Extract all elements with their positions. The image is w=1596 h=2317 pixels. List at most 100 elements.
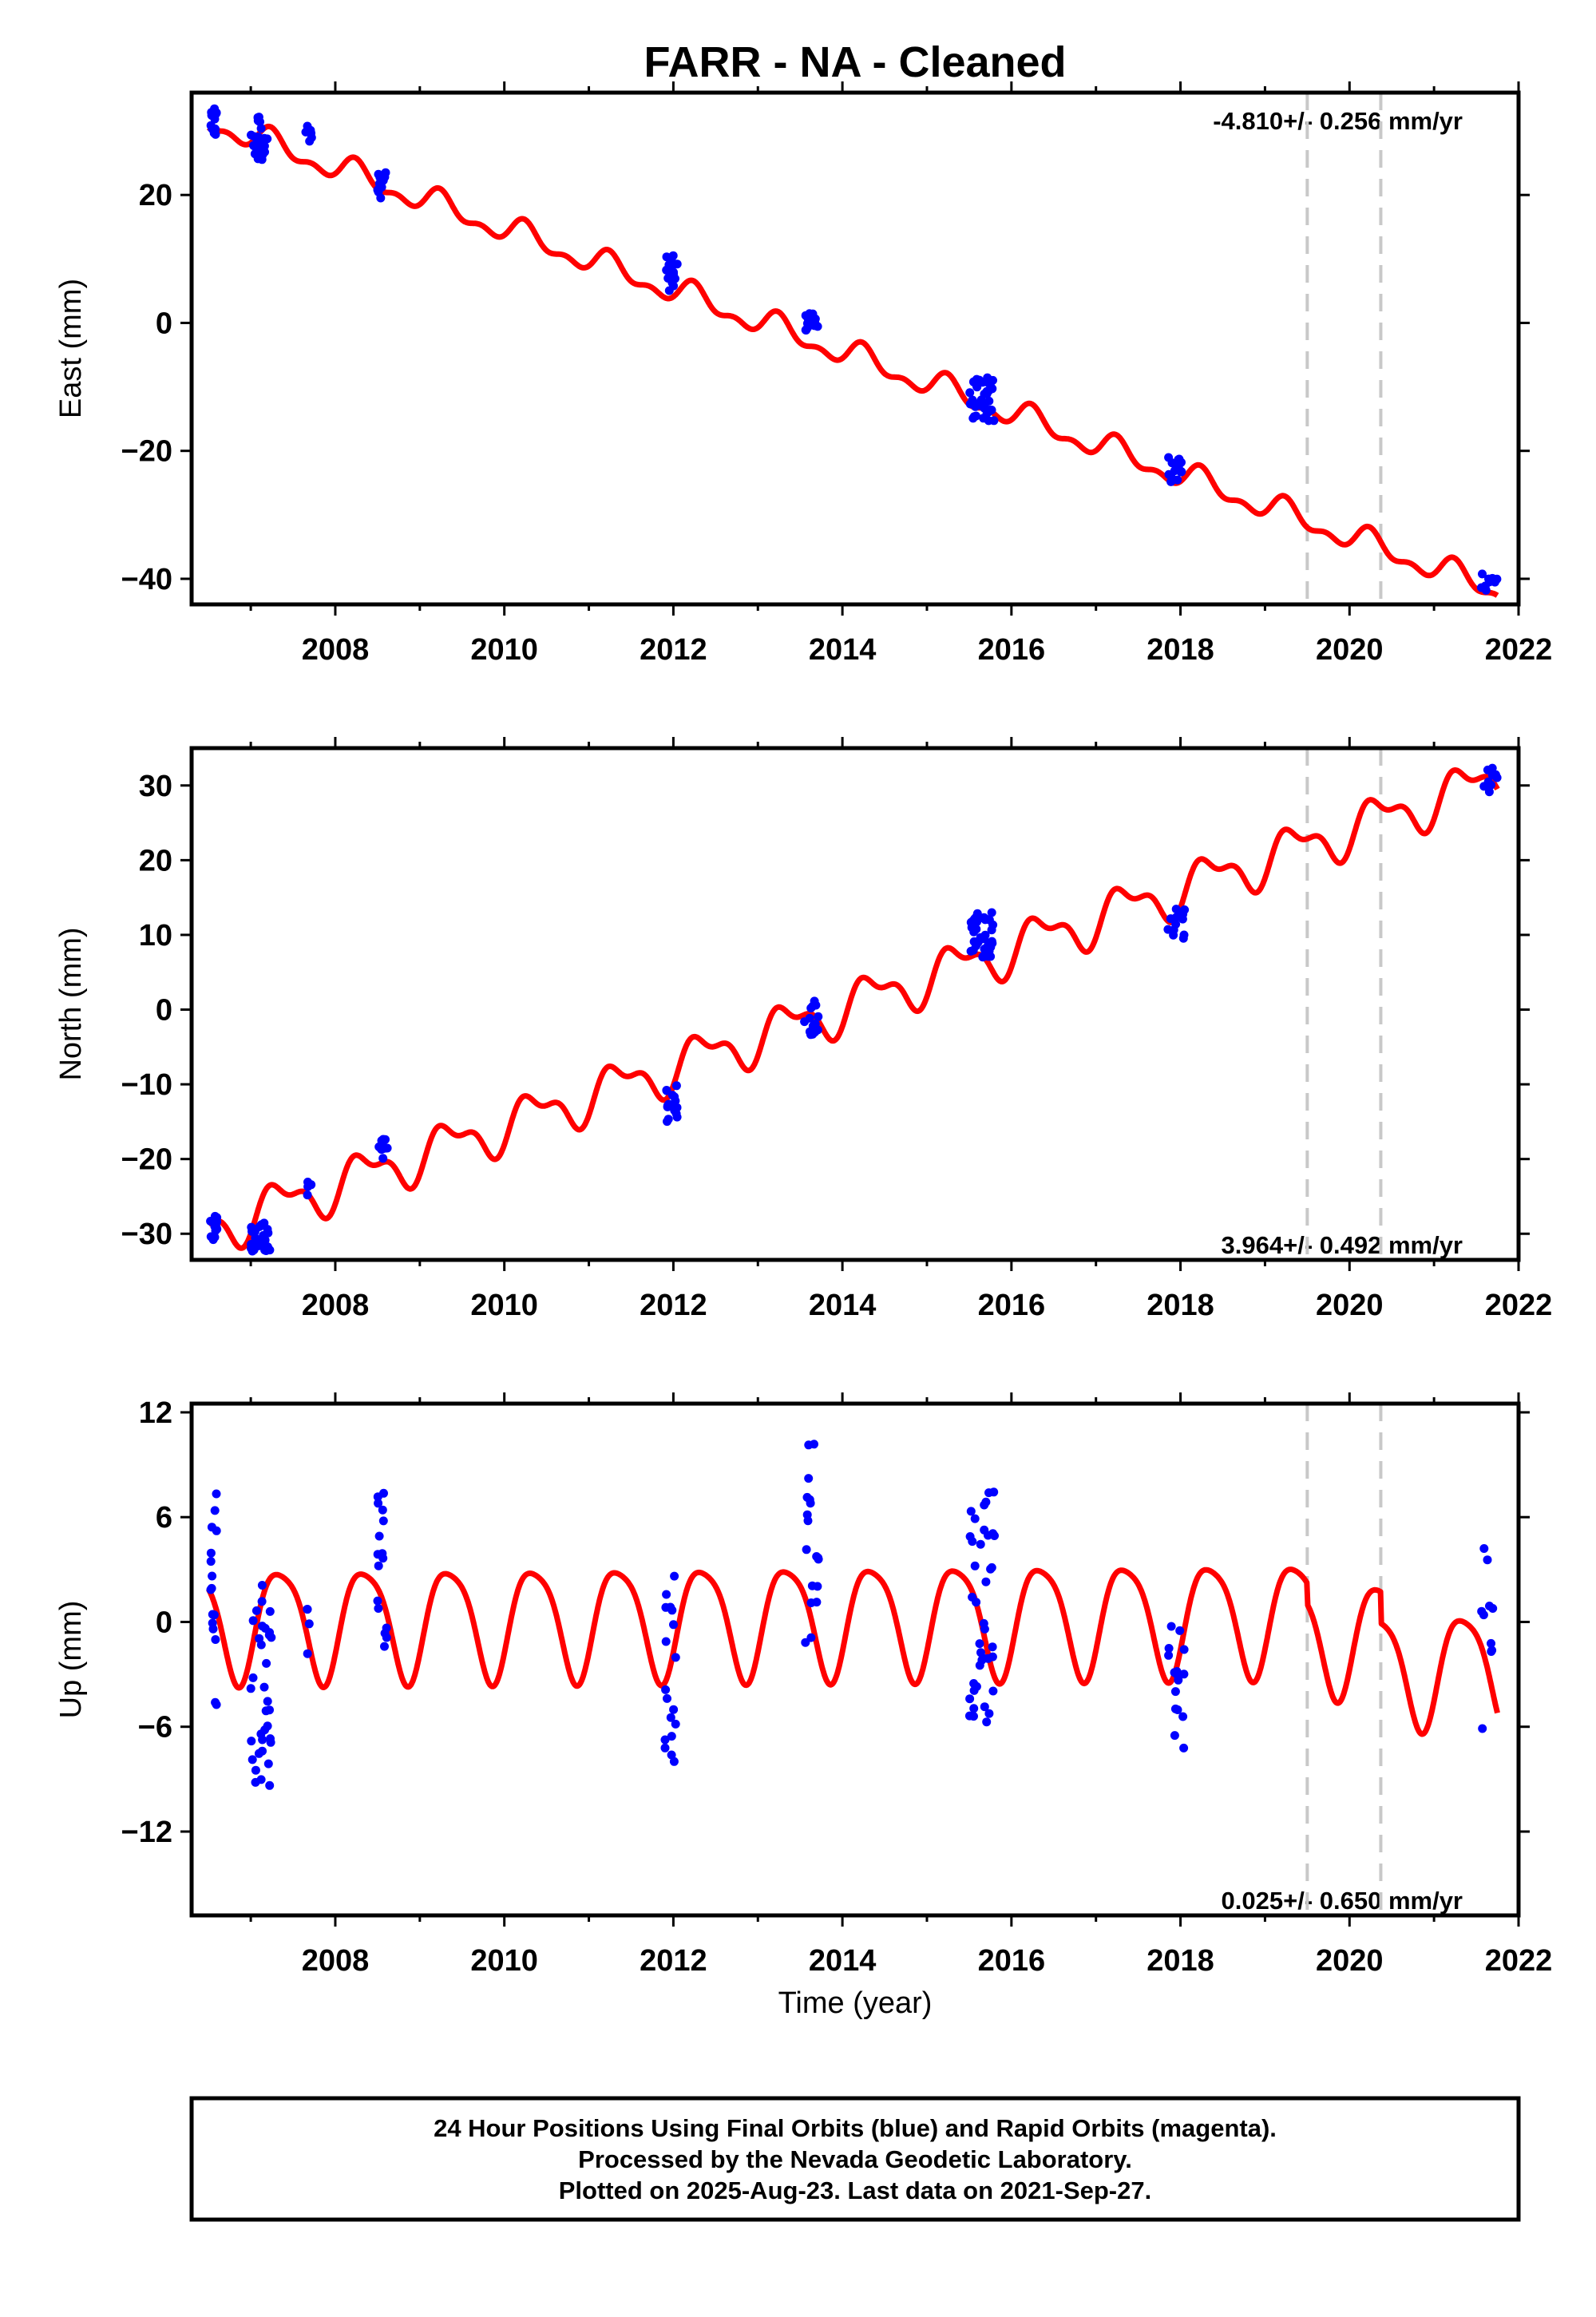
x-axis-label: Time (year) <box>778 1986 933 2020</box>
observation-point <box>206 1548 216 1558</box>
observation-point <box>984 1709 994 1718</box>
x-tick-label: 2014 <box>809 1944 877 1978</box>
observation-point <box>969 1679 979 1688</box>
observation-point <box>212 1489 221 1499</box>
x-tick-label: 2008 <box>302 633 370 667</box>
observation-point <box>987 937 996 946</box>
observation-point <box>254 113 263 122</box>
x-tick-label: 2018 <box>1147 1289 1214 1322</box>
observation-point <box>984 1531 992 1540</box>
x-tick-label: 2016 <box>978 633 1046 667</box>
observation-point <box>984 396 994 406</box>
x-tick-label: 2014 <box>809 1289 877 1322</box>
east-y-axis-label: East (mm) <box>54 279 88 418</box>
observation-point <box>662 252 671 262</box>
observation-point <box>988 920 998 929</box>
observation-point <box>263 1242 272 1252</box>
x-tick-label: 2010 <box>470 1289 538 1322</box>
observation-point <box>670 1092 679 1102</box>
observation-point <box>985 381 995 390</box>
x-tick-label: 2008 <box>302 1944 370 1978</box>
x-tick-label: 2012 <box>640 1944 707 1978</box>
y-tick-label: −20 <box>121 435 172 469</box>
figure-title: FARR - NA - Cleaned <box>644 38 1066 86</box>
observation-point <box>260 1623 270 1633</box>
observation-point <box>208 1571 217 1581</box>
observation-point <box>262 1658 271 1668</box>
observation-point <box>257 1220 267 1230</box>
observation-point <box>669 1757 679 1766</box>
x-tick-label: 2022 <box>1485 1289 1553 1322</box>
observation-point <box>662 1590 671 1599</box>
observation-point <box>972 941 980 951</box>
observation-point <box>248 1673 258 1682</box>
x-tick-label: 2010 <box>470 633 538 667</box>
observation-point <box>1487 1647 1496 1656</box>
observation-point <box>969 1704 979 1713</box>
x-tick-label: 2012 <box>640 633 707 667</box>
observation-point <box>976 395 986 405</box>
observation-point <box>1178 914 1187 924</box>
y-tick-label: −10 <box>121 1068 172 1102</box>
observation-point <box>1166 914 1175 924</box>
x-tick-label: 2012 <box>640 1289 707 1322</box>
plot-frame <box>189 1401 1521 1918</box>
observation-point <box>1179 1743 1189 1753</box>
observation-point <box>670 1571 679 1581</box>
observation-point <box>660 1743 670 1753</box>
observation-point <box>804 1474 814 1483</box>
observation-point <box>1179 930 1189 940</box>
observation-point <box>810 1440 818 1449</box>
observation-point <box>255 1235 264 1245</box>
observation-point <box>672 259 682 269</box>
up-panel: Up (mm) 0.025+/- 0.650 mm/yr 2008 2010 201… <box>54 1392 1552 1978</box>
model-curve <box>206 767 1500 1251</box>
observation-point <box>980 1624 989 1634</box>
x-tick-label: 2016 <box>978 1944 1046 1978</box>
observation-point <box>666 1713 675 1722</box>
observation-point <box>661 1637 671 1646</box>
observation-point <box>248 1616 258 1626</box>
observation-point <box>307 133 316 142</box>
y-tick-label: −12 <box>121 1816 172 1849</box>
observation-point <box>211 1635 220 1644</box>
observation-point <box>1179 1645 1189 1654</box>
x-tick-label: 2018 <box>1147 633 1214 667</box>
observation-point <box>972 1598 981 1607</box>
observation-point <box>1172 1667 1182 1676</box>
observation-point <box>256 1775 266 1784</box>
observation-point <box>987 908 996 917</box>
footer-box: 24 Hour Positions Using Final Orbits (bl… <box>189 2096 1521 2222</box>
plot-frame <box>189 90 1521 607</box>
observation-point <box>804 318 814 327</box>
observation-point <box>210 1506 220 1515</box>
observation-point <box>303 1182 313 1191</box>
observation-point <box>303 121 312 131</box>
observation-point <box>206 1217 216 1226</box>
x-tick-label: 2018 <box>1147 1944 1214 1978</box>
observation-point <box>212 1700 221 1709</box>
observation-point <box>380 1629 390 1638</box>
observation-point <box>988 1686 998 1696</box>
observation-point <box>1483 1555 1492 1565</box>
observation-point <box>263 1228 273 1238</box>
x-tick-label: 2008 <box>302 1289 370 1322</box>
observation-point <box>671 1653 680 1662</box>
observation-point <box>814 1555 823 1564</box>
observation-point <box>208 1618 217 1628</box>
y-tick-label: 0 <box>156 307 172 340</box>
north-y-axis-label: North (mm) <box>54 927 88 1080</box>
observation-point <box>1178 1712 1188 1721</box>
observation-point <box>970 1561 980 1570</box>
observation-point <box>265 1780 275 1790</box>
observation-point <box>1481 585 1491 595</box>
observation-point <box>671 1081 681 1091</box>
observation-point <box>1166 1622 1176 1631</box>
footer-line-1: 24 Hour Positions Using Final Orbits (bl… <box>434 2114 1277 2142</box>
observation-point <box>664 286 674 295</box>
observation-point <box>256 1729 266 1739</box>
observation-point <box>968 414 978 423</box>
observation-point <box>976 1539 985 1549</box>
observation-point <box>1174 1675 1183 1685</box>
